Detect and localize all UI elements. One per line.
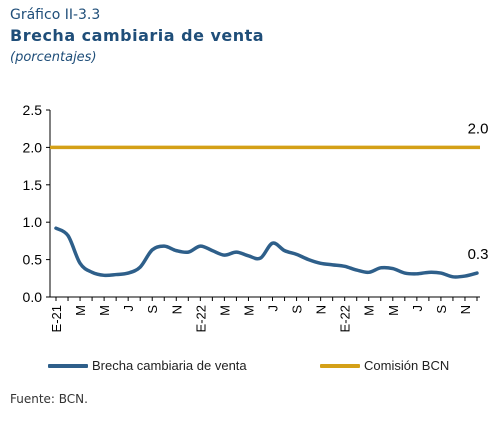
x-tick-label: S — [434, 305, 449, 314]
x-tick-label: M — [386, 305, 401, 316]
y-tick-label: 1.5 — [23, 177, 43, 193]
x-tick-label: M — [97, 305, 112, 316]
x-tick-label: N — [458, 305, 473, 314]
legend-label-brecha: Brecha cambiaria de venta — [92, 358, 247, 373]
chart-header: Gráfico II-3.3 Brecha cambiaria de venta… — [10, 6, 264, 66]
y-tick-label: 2.0 — [23, 139, 43, 155]
chart-title: Brecha cambiaria de venta — [10, 26, 265, 45]
figure-number: Gráfico II-3.3 — [10, 7, 101, 23]
series-brecha-line — [54, 226, 479, 279]
legend: Brecha cambiaria de venta Comisión BCN — [48, 358, 488, 376]
x-tick-label: N — [169, 305, 184, 314]
y-tick-label: 0.0 — [23, 289, 43, 305]
x-tick-label: M — [73, 305, 88, 316]
y-tick-label: 0.5 — [23, 252, 43, 268]
x-tick-label: M — [217, 305, 232, 316]
x-tick-label: N — [314, 305, 329, 314]
legend-item-comision: Comisión BCN — [320, 358, 449, 373]
y-tick-label: 2.5 — [23, 102, 43, 118]
x-tick-label: E-22 — [338, 305, 353, 332]
chart-subtitle: (porcentajes) — [10, 50, 97, 65]
x-tick-label: J — [410, 305, 425, 312]
series-comision-end-label: 2.0 — [468, 120, 489, 137]
legend-swatch-comision — [320, 363, 360, 368]
x-tick-label: J — [266, 305, 281, 312]
legend-item-brecha: Brecha cambiaria de venta — [48, 358, 247, 373]
x-tick-label: S — [145, 305, 160, 314]
series-brecha-end-label: 0.3 — [468, 246, 489, 263]
legend-swatch-brecha — [48, 363, 88, 368]
x-tick-label: S — [290, 305, 305, 314]
x-tick-label: M — [362, 305, 377, 316]
line-chart: 0.00.51.01.52.02.5E-21 M M J S N E-22 M M J S N E-22… — [23, 102, 489, 332]
x-tick-label: M — [241, 305, 256, 316]
y-tick-label: 1.0 — [23, 214, 43, 230]
x-tick-label: E-22 — [193, 305, 208, 332]
source-note: Fuente: BCN. — [10, 392, 88, 406]
legend-label-comision: Comisión BCN — [364, 358, 450, 373]
x-tick-label: E-21 — [49, 305, 64, 332]
x-tick-label: J — [121, 305, 136, 312]
